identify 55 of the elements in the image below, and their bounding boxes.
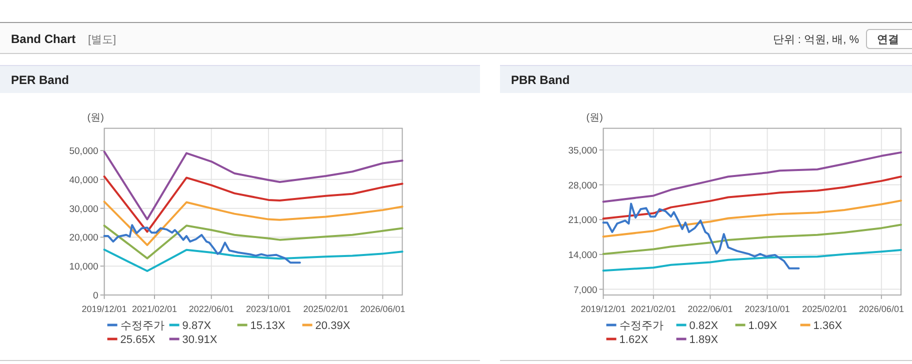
- x-tick-label: 2021/02/01: [630, 304, 676, 314]
- y-tick-label: 0: [93, 290, 98, 302]
- legend-label: 수정주가: [619, 320, 664, 332]
- y-tick-label: 30,000: [69, 204, 98, 215]
- legend-label: 1.62X: [619, 334, 649, 346]
- line-series: [602, 224, 902, 255]
- line-series: [602, 200, 902, 238]
- x-tick-label: 2023/10/01: [744, 304, 790, 314]
- line-series: [602, 202, 800, 270]
- legend-label: 25.65X: [120, 334, 156, 346]
- legend-label: 30.91X: [182, 334, 218, 346]
- legend-label: 1.09X: [748, 320, 778, 332]
- x-tick-label: 2025/02/01: [303, 304, 348, 314]
- y-tick-label: 7,000: [574, 284, 598, 296]
- line-series: [602, 176, 902, 220]
- y-tick-label: 21,000: [568, 215, 598, 226]
- y-tick-label: 40,000: [69, 174, 98, 186]
- legend-label: 15.13X: [250, 320, 286, 332]
- y-tick-label: 10,000: [69, 262, 98, 273]
- x-tick-label: 2023/10/01: [246, 304, 292, 314]
- y-tick-label: 20,000: [69, 232, 98, 244]
- legend-label: 20.39X: [315, 320, 351, 332]
- line-series: [602, 151, 902, 203]
- legend-label: 1.36X: [813, 320, 843, 332]
- y-tick-label: 50,000: [69, 146, 98, 158]
- x-tick-label: 2019/12/01: [82, 304, 127, 314]
- line-series: [103, 248, 404, 272]
- text: Band Chart: [11, 32, 76, 46]
- line-series: [602, 248, 902, 272]
- x-tick-label: 2026/06/01: [858, 304, 904, 314]
- x-tick-label: 2021/02/01: [132, 304, 178, 314]
- x-tick-label: 2019/12/01: [580, 304, 626, 314]
- text: 연결: [877, 34, 899, 46]
- text: 단위 : 억원, 배, %: [772, 34, 860, 46]
- y-axis-title: (원): [586, 112, 603, 124]
- chart-title: PBR Band: [511, 73, 570, 87]
- x-tick-label: 2022/06/01: [688, 304, 733, 314]
- y-tick-label: 14,000: [568, 250, 598, 261]
- x-tick-label: 2025/02/01: [802, 304, 848, 314]
- line-series: [103, 224, 404, 260]
- chart-title: PER Band: [11, 73, 70, 87]
- y-axis-title: (원): [87, 112, 104, 124]
- y-tick-label: 35,000: [568, 145, 598, 156]
- x-tick-label: 2026/06/01: [360, 304, 406, 314]
- line-series: [103, 150, 404, 220]
- legend-label: 1.89X: [689, 334, 719, 346]
- line-series: [103, 224, 301, 264]
- line-series: [103, 200, 404, 246]
- text: [별도]: [88, 34, 116, 46]
- y-tick-label: 28,000: [568, 180, 598, 192]
- x-tick-label: 2022/06/01: [188, 304, 234, 314]
- line-series: [103, 176, 404, 233]
- legend-label: 수정주가: [120, 320, 164, 332]
- legend-label: 9.87X: [182, 320, 212, 332]
- legend-label: 0.82X: [689, 320, 719, 332]
